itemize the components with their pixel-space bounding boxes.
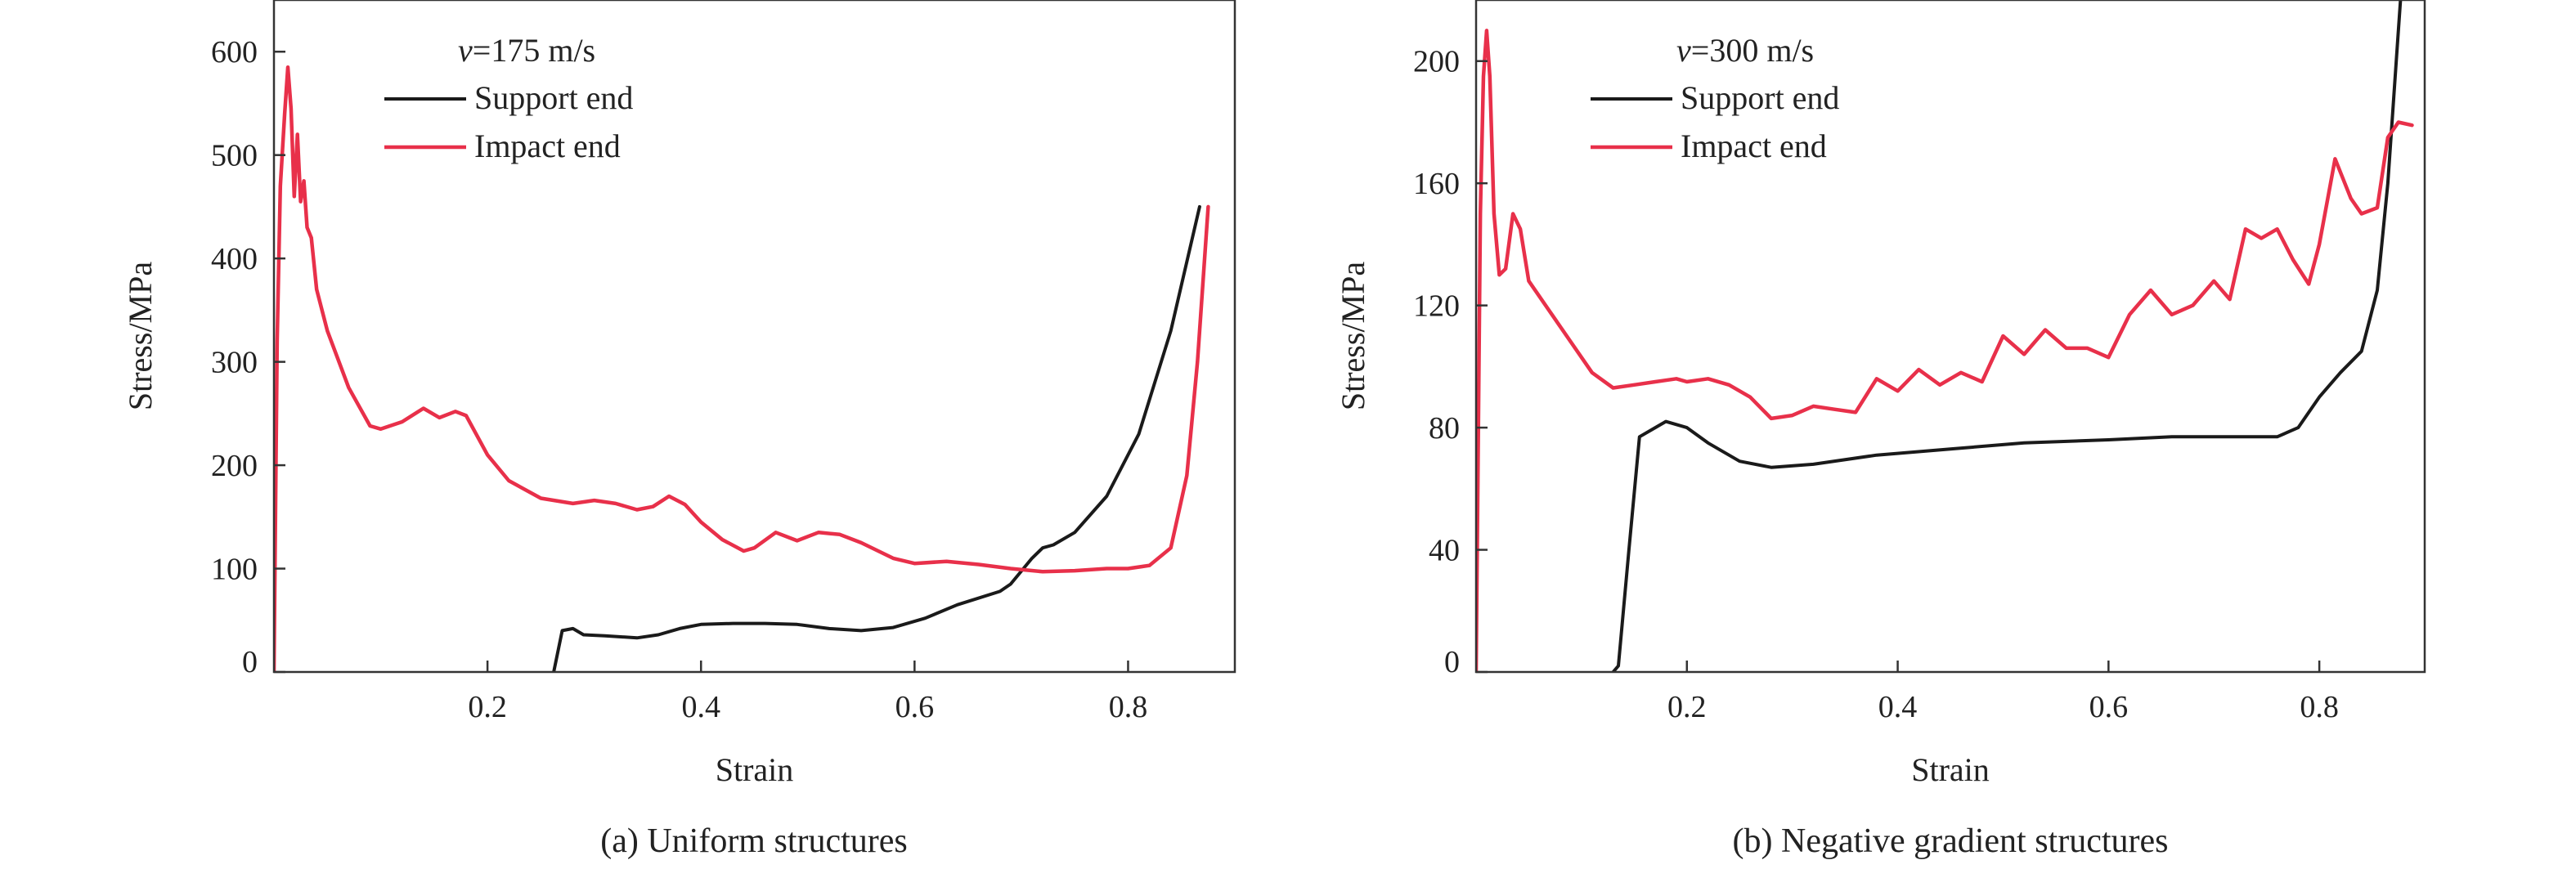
panel-a-x-tick-label: 0.8: [1109, 690, 1148, 724]
panel-a-y-tick-label: 0: [242, 645, 258, 679]
panel-a-legend-label-support-end: Support end: [474, 79, 633, 116]
panel-a-velocity-annotation: v=175 m/s: [458, 32, 595, 69]
panel-a-series-support-end: [552, 204, 1201, 672]
panel-b-y-tick-label: 0: [1444, 645, 1460, 679]
panel-a-caption: (a) Uniform structures: [600, 822, 908, 860]
panel-b-negative-gradient-structures: 0.2 0.4 0.6 0.8 0 40 80 120 160 200 Strain Stress/M…: [1335, 0, 2426, 860]
panel-a-y-tick-label: 400: [211, 242, 258, 276]
panel-b-y-tick-label: 160: [1413, 167, 1460, 201]
panel-b-y-tick-label: 120: [1413, 289, 1460, 324]
panel-a-x-tick-label: 0.2: [468, 690, 507, 724]
panel-b-series-support-end: [1611, 0, 2403, 672]
panel-b-x-tick-label: 0.6: [2089, 690, 2129, 724]
panel-b-series-impact-end: [1476, 29, 2414, 672]
panel-b-legend-label-support-end: Support end: [1681, 79, 1839, 116]
panel-a-y-tick-label: 100: [211, 553, 258, 587]
panel-a-y-tick-label: 200: [211, 449, 258, 483]
panel-b-x-tick-label: 0.2: [1667, 690, 1707, 724]
panel-a-y-tick-label: 300: [211, 346, 258, 380]
panel-a-y-tick-label: 500: [211, 139, 258, 173]
panel-b-y-axis-title: Stress/MPa: [1335, 262, 1371, 410]
panel-b-y-tick-label: 80: [1429, 411, 1460, 446]
panel-a-legend-label-impact-end: Impact end: [474, 128, 621, 164]
panel-a-series-impact-end: [274, 65, 1210, 672]
panel-b-y-tick-label: 200: [1413, 45, 1460, 79]
panel-b-x-tick-label: 0.8: [2300, 690, 2339, 724]
panel-a-plot-frame: [272, 0, 1236, 674]
panel-a-y-tick-label: 600: [211, 35, 258, 69]
panel-a-x-axis-title: Strain: [716, 751, 794, 788]
panel-b-x-axis-title: Strain: [1911, 751, 1990, 788]
panel-b-y-tick-label: 40: [1429, 534, 1460, 568]
panel-b-x-tick-label: 0.4: [1878, 690, 1918, 724]
panel-b-legend-label-impact-end: Impact end: [1681, 128, 1827, 164]
panel-b-velocity-annotation: v=300 m/s: [1676, 32, 1814, 69]
panel-a-uniform-structures: 0.2 0.4 0.6 0.8 0 100 200 300 400 500 600 Strain Str…: [122, 0, 1236, 860]
panel-a-x-tick-label: 0.6: [895, 690, 935, 724]
panel-a-y-axis-title: Stress/MPa: [122, 262, 159, 410]
panel-a-x-tick-label: 0.4: [681, 690, 720, 724]
panel-b-plot-frame: [1474, 0, 2426, 674]
panel-b-caption: (b) Negative gradient structures: [1733, 822, 2169, 860]
